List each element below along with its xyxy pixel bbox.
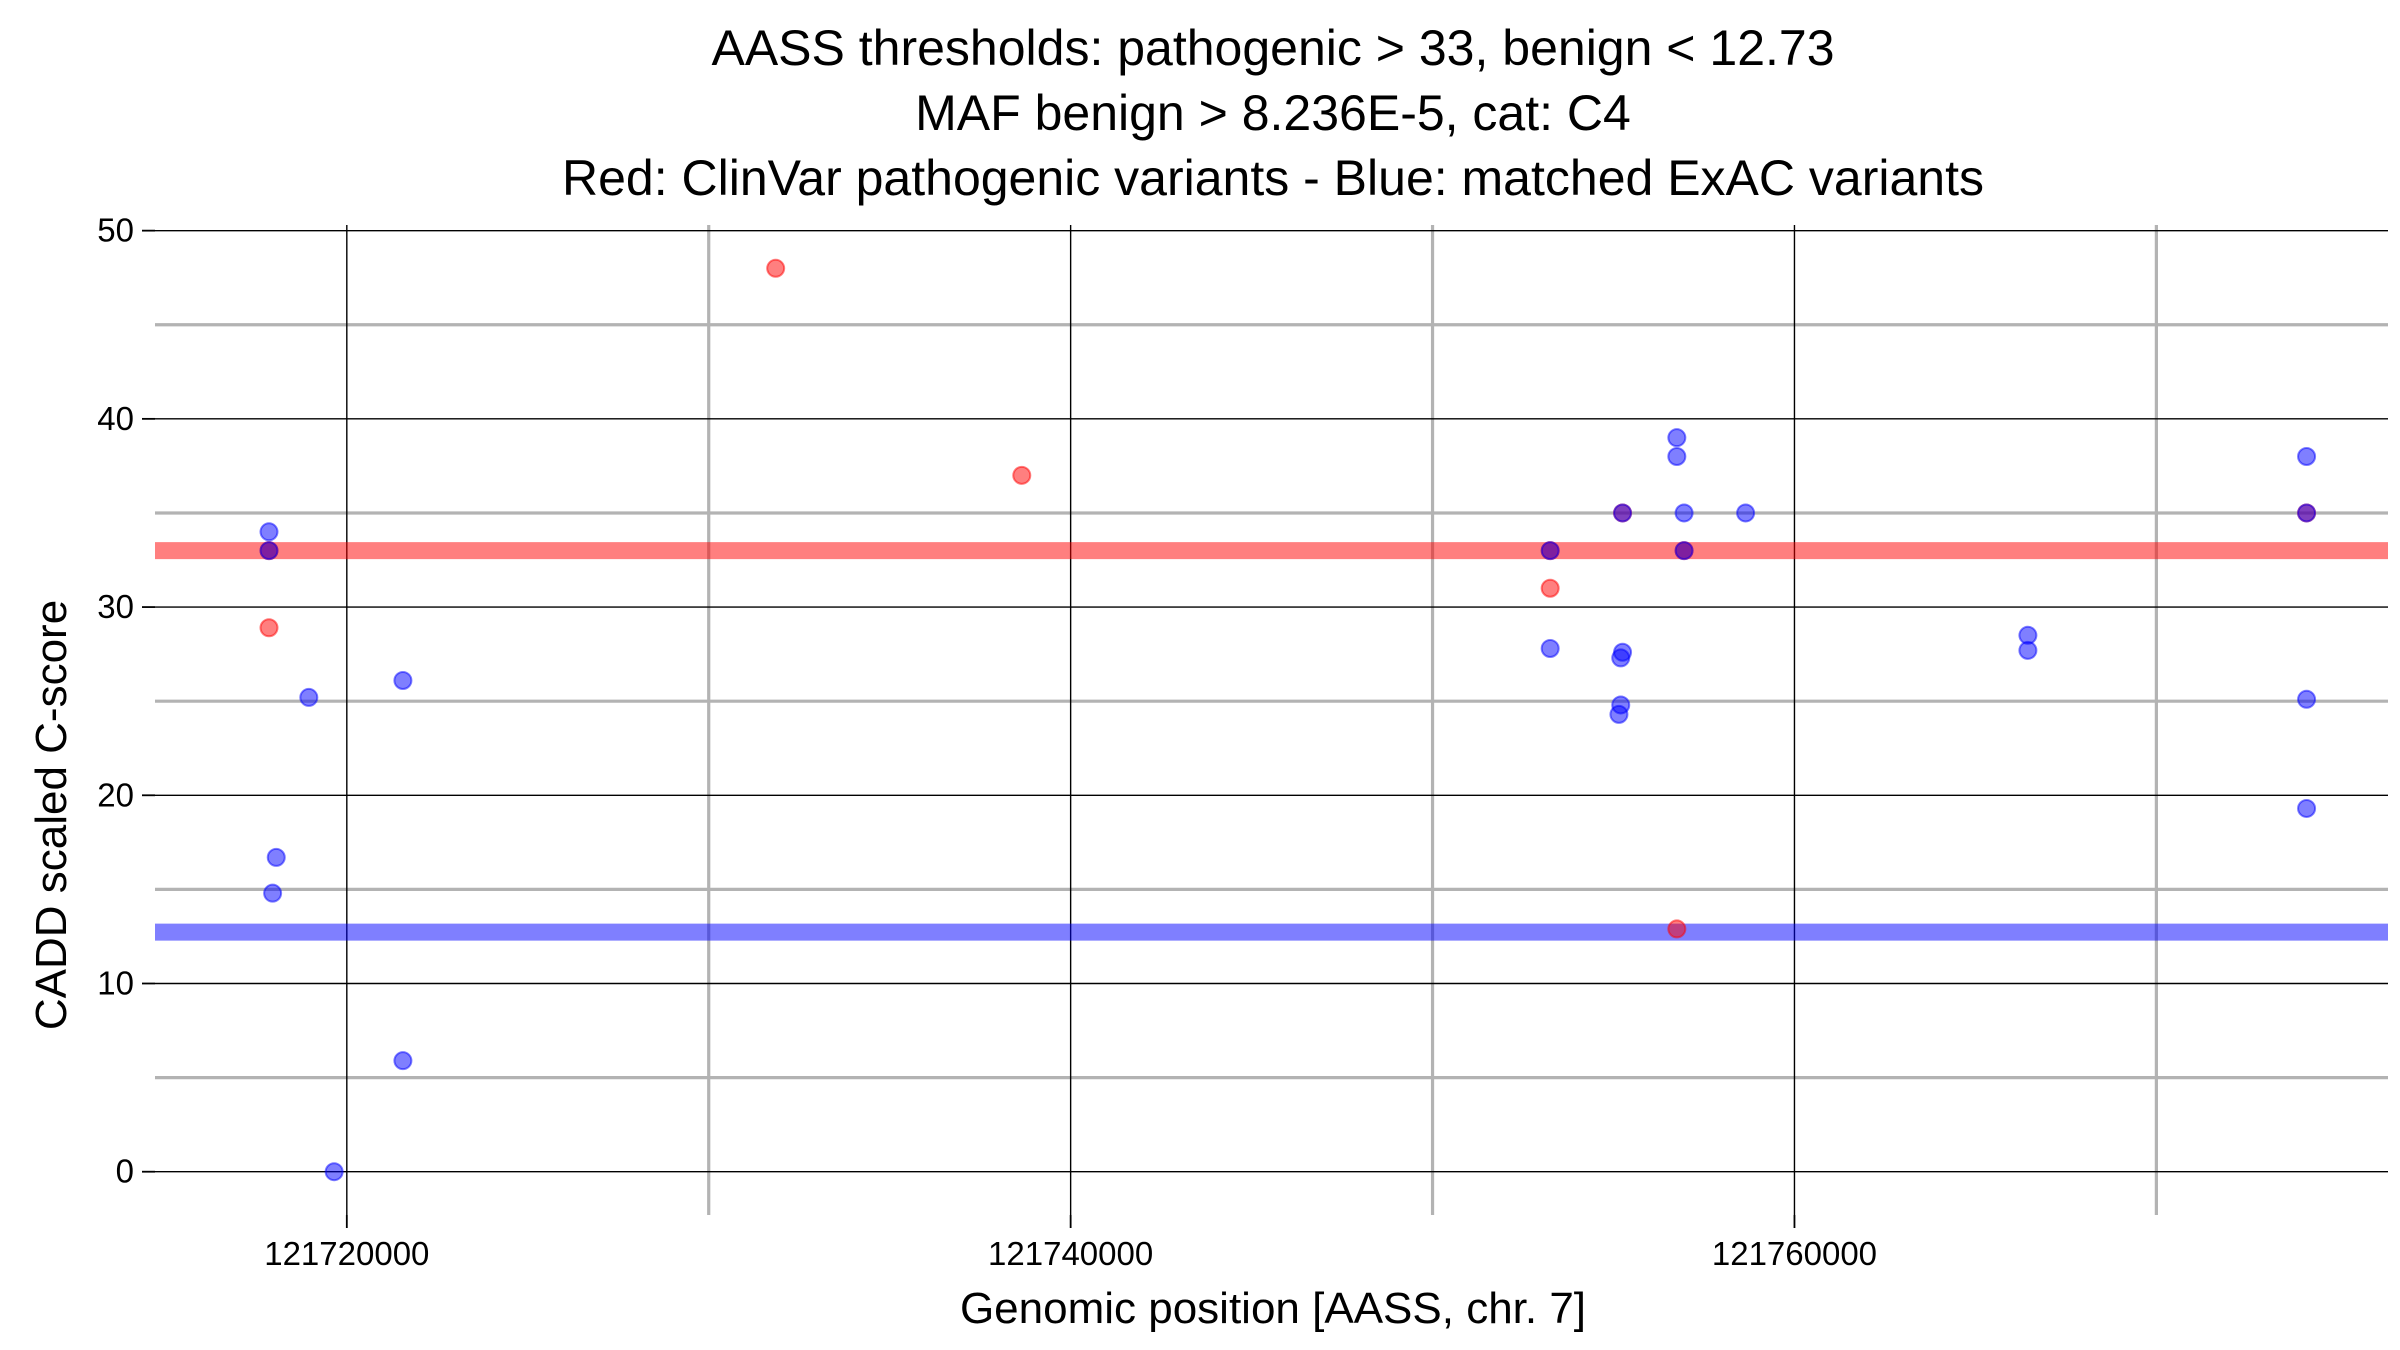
data-point-s1-9 (1540, 638, 1560, 658)
chart-title: AASS thresholds: pathogenic > 33, benign… (562, 20, 1984, 206)
data-point-s0-3 (1012, 465, 1032, 485)
data-point-s1-3 (263, 883, 283, 903)
data-point-s1-2 (266, 847, 286, 867)
data-point-s1-16 (1667, 447, 1687, 467)
data-point-s1-22 (2297, 447, 2317, 467)
data-point-s1-12 (1611, 648, 1631, 668)
y-tick-label-0: 0 (116, 1153, 134, 1190)
y-axis-title: CADD scaled C-score (27, 600, 76, 1030)
data-point-s1-14 (1609, 704, 1629, 724)
y-tick-label-2: 20 (97, 776, 134, 813)
data-point-s1-17 (1674, 503, 1694, 523)
grid (155, 225, 2388, 1215)
data-points (259, 258, 2317, 1182)
y-tick-label-3: 30 (97, 588, 134, 625)
data-point-s0-1 (259, 618, 279, 638)
x-tick-label-2: 121760000 (1712, 1235, 1877, 1272)
data-point-s1-0 (259, 522, 279, 542)
data-point-s1-24 (2297, 689, 2317, 709)
y-tick-label-4: 40 (97, 400, 134, 437)
data-point-s1-8 (1540, 541, 1560, 561)
data-point-s1-4 (299, 687, 319, 707)
data-point-s1-10 (1613, 503, 1633, 523)
y-tick-label-5: 50 (97, 212, 134, 249)
data-point-s0-2 (766, 258, 786, 278)
data-point-s1-1 (259, 541, 279, 561)
y-tick-label-1: 10 (97, 964, 134, 1001)
data-point-s1-21 (2018, 640, 2038, 660)
data-point-s0-8 (1667, 919, 1687, 939)
chart-title-line-3: Red: ClinVar pathogenic variants - Blue:… (562, 150, 1984, 206)
data-point-s1-25 (2297, 798, 2317, 818)
x-tick-label-1: 121740000 (988, 1235, 1153, 1272)
data-point-s1-23 (2297, 503, 2317, 523)
x-axis-title: Genomic position [AASS, chr. 7] (960, 1284, 1586, 1333)
data-point-s1-6 (393, 670, 413, 690)
data-point-s1-15 (1667, 428, 1687, 448)
data-point-s1-18 (1674, 541, 1694, 561)
data-point-s0-5 (1540, 578, 1560, 598)
chart-title-line-2: MAF benign > 8.236E-5, cat: C4 (915, 85, 1631, 141)
axes: 0 10 20 30 40 50 121720000 121740000 121760000 (97, 212, 1877, 1272)
data-point-s1-7 (393, 1051, 413, 1071)
data-point-s1-5 (324, 1162, 344, 1182)
chart-title-line-1: AASS thresholds: pathogenic > 33, benign… (711, 20, 1834, 76)
threshold-lines (155, 542, 2388, 941)
data-point-s1-19 (1736, 503, 1756, 523)
x-tick-label-0: 121720000 (264, 1235, 429, 1272)
